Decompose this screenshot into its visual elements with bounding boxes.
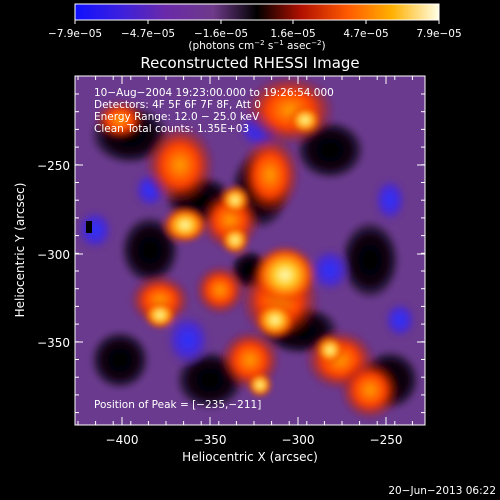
image-dark-pixel	[86, 221, 92, 233]
x-tick-label: −300	[282, 433, 315, 447]
image-intensity-blob	[384, 302, 416, 338]
info-energy-range: Energy Range: 12.0 − 25.0 keV	[94, 111, 260, 123]
image-intensity-blob	[90, 330, 150, 390]
image-intensity-blob	[289, 106, 321, 134]
colorbar-frame	[74, 3, 440, 21]
y-tick-label: −300	[37, 248, 70, 262]
image-intensity-blob	[374, 178, 406, 222]
image-intensity-blob	[221, 186, 249, 214]
colorbar-tick-label: −7.9e−05	[48, 28, 102, 40]
image-intensity-blob	[253, 245, 317, 305]
image-intensity-blob	[195, 265, 245, 315]
info-detectors: Detectors: 4F 5F 6F 7F 8F, Att 0	[94, 99, 261, 111]
image-intensity-blob	[310, 248, 350, 292]
image-intensity-blob	[240, 135, 300, 215]
x-tick-label: −400	[106, 433, 139, 447]
x-tick-label: −250	[370, 433, 403, 447]
image-intensity-blob	[166, 314, 210, 366]
colorbar-tick-label: 4.7e−05	[343, 28, 388, 40]
solar-image	[75, 76, 425, 425]
colorbar-tick-labels: −7.9e−05 −4.7e−05 −1.6e−05 1.6e−05 4.7e−05 7.…	[48, 28, 462, 40]
image-intensity-blob	[255, 302, 295, 338]
image-intensity-blob	[163, 207, 207, 243]
colorbar-ticks	[74, 20, 440, 24]
y-tick-label: −350	[37, 336, 70, 350]
image-intensity-blob	[77, 210, 113, 250]
image-intensity-blob	[120, 215, 180, 285]
image-intensity-blob	[95, 100, 145, 140]
x-axis-label: Heliocentric X (arcsec)	[182, 450, 318, 464]
generation-timestamp: 20−Jun−2013 06:22	[388, 485, 496, 497]
image-intensity-blob	[316, 336, 344, 364]
observation-info: 10−Aug−2004 19:23:00.000 to 19:26:54.000…	[94, 87, 334, 135]
plot-frame	[74, 75, 426, 426]
x-tick-label: −350	[194, 433, 227, 447]
info-time-range: 10−Aug−2004 19:23:00.000 to 19:26:54.000	[94, 87, 334, 99]
plot-title: Reconstructed RHESSI Image	[140, 54, 359, 72]
image-intensity-blob	[340, 220, 400, 300]
colorbar-tick-label: −4.7e−05	[121, 28, 175, 40]
colorbar-unit-label: (photons cm−2 s−1 asec−2)	[188, 39, 325, 52]
image-intensity-blob	[248, 373, 272, 397]
image-intensity-blob	[221, 226, 249, 254]
colorbar	[75, 4, 439, 20]
axis-ticks	[75, 76, 425, 425]
colorbar-tick-label: 1.6e−05	[270, 28, 315, 40]
colorbar-tick-label: 7.9e−05	[416, 28, 461, 40]
image-intensity-blob	[144, 301, 176, 329]
image-intensity-blob	[340, 360, 400, 420]
peak-position-label: Position of Peak = [−235,−211]	[94, 399, 261, 411]
colorbar-tick-label: −1.6e−05	[194, 28, 248, 40]
y-axis-label: Heliocentric Y (arcsec)	[13, 183, 27, 318]
info-clean-counts: Clean Total counts: 1.35E+03	[94, 123, 249, 135]
y-tick-label: −250	[37, 159, 70, 173]
image-intensity-blob	[145, 125, 215, 205]
